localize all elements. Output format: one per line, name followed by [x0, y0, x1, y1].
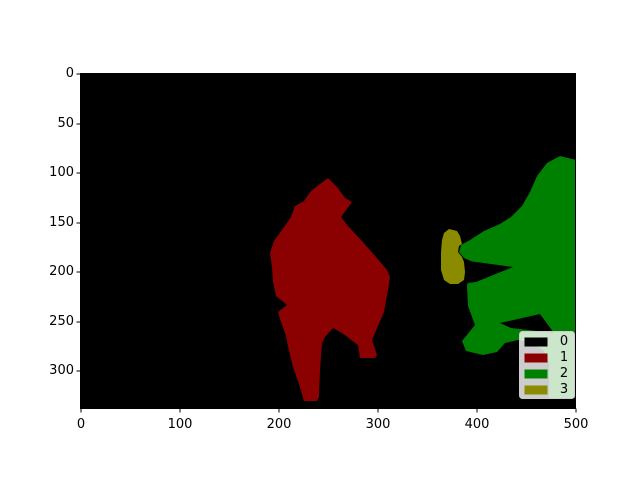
x-tick-label-400: 400	[464, 417, 490, 432]
y-tick-label-50: 50	[57, 116, 74, 131]
legend-swatch-class3	[524, 385, 548, 395]
legend-swatch-class0	[524, 337, 548, 347]
legend-label-class3: 3	[559, 382, 569, 397]
legend-swatch-class1	[524, 353, 548, 363]
y-tick-label-0: 0	[65, 66, 74, 81]
legend-label-class1: 1	[559, 350, 569, 365]
legend-frame	[519, 331, 575, 399]
x-tick-label-200: 200	[266, 417, 292, 432]
y-tick-label-200: 200	[49, 264, 74, 279]
mask-gap-leg-notch	[500, 314, 554, 333]
legend	[519, 331, 575, 399]
y-tick-label-300: 300	[49, 363, 74, 378]
x-tick-label-100: 100	[167, 417, 193, 432]
y-tick-label-250: 250	[49, 314, 74, 329]
x-tick-label-300: 300	[365, 417, 391, 432]
y-tick-label-150: 150	[49, 215, 74, 230]
y-tick-label-100: 100	[49, 165, 74, 180]
mask-gap-arm-body	[468, 261, 513, 283]
legend-label-class0: 0	[559, 334, 569, 349]
segmentation-mask-class3	[441, 229, 465, 284]
image-group	[81, 74, 576, 408]
segmentation-mask-class1	[270, 178, 390, 401]
x-tick-label-0: 0	[76, 417, 86, 432]
x-tick-label-500: 500	[563, 417, 589, 432]
tick-marks	[76, 73, 577, 413]
axes-frame	[80, 73, 576, 409]
legend-label-class2: 2	[559, 366, 569, 381]
legend-swatch-class2	[524, 369, 548, 379]
